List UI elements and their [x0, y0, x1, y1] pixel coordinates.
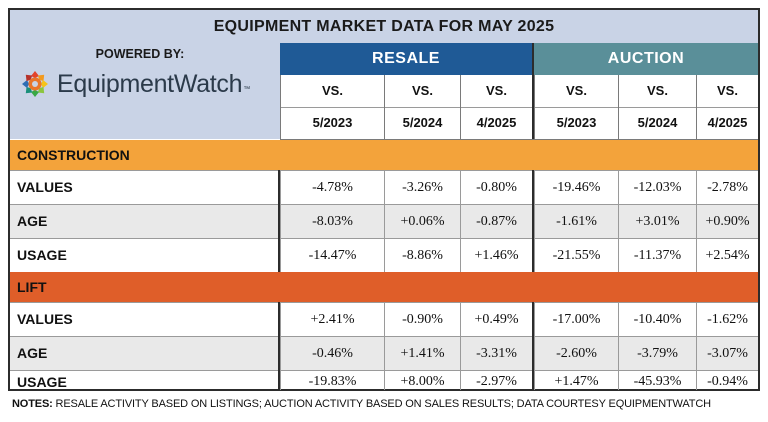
section-header-construction: CONSTRUCTION [10, 140, 758, 170]
row-label: AGE [17, 213, 48, 229]
column-date-label: 5/2024 [402, 115, 443, 130]
cell-value: +0.49% [460, 303, 532, 336]
group-divider [532, 302, 534, 389]
cell-value: -45.93% [618, 371, 696, 390]
cell-value: +2.54% [696, 239, 758, 272]
cell-value: -1.62% [696, 303, 758, 336]
market-data-table: EQUIPMENT MARKET DATA FOR MAY 2025 POWER… [8, 8, 760, 391]
cell-value: -0.90% [384, 303, 460, 336]
cell-value: +0.90% [696, 205, 758, 238]
cell-value: +1.47% [534, 371, 618, 390]
column-date-label: 5/2023 [556, 115, 597, 130]
header-divider [280, 139, 758, 140]
column-date-label: 4/2025 [476, 115, 517, 130]
group-divider [532, 170, 534, 272]
brand-panel: POWERED BY: EquipmentWatch ™ [10, 43, 280, 139]
section-header-lift: LIFT [10, 272, 758, 302]
equipmentwatch-logo: EquipmentWatch ™ [20, 69, 250, 99]
table-row: USAGE -14.47% -8.86% +1.46% -21.55% -11.… [10, 238, 758, 272]
cell-value: -11.37% [618, 239, 696, 272]
column-header-resale-4-2025: VS. 4/2025 [460, 75, 532, 139]
cell-value: -1.61% [534, 205, 618, 238]
cell-value: -3.79% [618, 337, 696, 370]
resale-group-header: RESALE [280, 43, 532, 75]
column-header-auction-5-2024: VS. 5/2024 [618, 75, 696, 139]
column-date-label: 5/2023 [312, 115, 353, 130]
column-vs-label: VS. [281, 75, 384, 108]
table-row: VALUES +2.41% -0.90% +0.49% -17.00% -10.… [10, 302, 758, 336]
cell-value: -10.40% [618, 303, 696, 336]
cell-value: -0.80% [460, 171, 532, 204]
table-row: USAGE -19.83% +8.00% -2.97% +1.47% -45.9… [10, 370, 758, 390]
row-label: USAGE [17, 374, 67, 390]
cell-value: -8.86% [384, 239, 460, 272]
cell-value: -8.03% [280, 205, 384, 238]
table-title: EQUIPMENT MARKET DATA FOR MAY 2025 [10, 10, 758, 43]
column-vs-label: VS. [385, 75, 460, 108]
table-row: VALUES -4.78% -3.26% -0.80% -19.46% -12.… [10, 170, 758, 204]
cell-value: -21.55% [534, 239, 618, 272]
cell-value: -19.83% [280, 371, 384, 390]
column-vs-label: VS. [535, 75, 618, 108]
group-divider [532, 43, 534, 139]
cell-value: +2.41% [280, 303, 384, 336]
cell-value: -17.00% [534, 303, 618, 336]
column-header-auction-4-2025: VS. 4/2025 [696, 75, 758, 139]
column-date-label: 4/2025 [707, 115, 748, 130]
cell-value: -14.47% [280, 239, 384, 272]
notes-text: RESALE ACTIVITY BASED ON LISTINGS; AUCTI… [52, 398, 712, 410]
auction-group-header: AUCTION [534, 43, 758, 75]
row-label: VALUES [17, 311, 73, 327]
label-divider [278, 170, 280, 272]
cell-value: -0.94% [696, 371, 758, 390]
table-row: AGE -8.03% +0.06% -0.87% -1.61% +3.01% +… [10, 204, 758, 238]
column-date-label: 5/2024 [637, 115, 678, 130]
cell-value: -19.46% [534, 171, 618, 204]
powered-by-label: POWERED BY: [95, 47, 185, 61]
cell-value: -3.07% [696, 337, 758, 370]
cell-value: -3.26% [384, 171, 460, 204]
cell-value: +0.06% [384, 205, 460, 238]
column-vs-label: VS. [619, 75, 696, 108]
gear-flower-logo-icon [22, 71, 48, 97]
logo-trademark: ™ [243, 86, 251, 93]
cell-value: +3.01% [618, 205, 696, 238]
logo-wordmark: EquipmentWatch [57, 69, 243, 98]
cell-value: +8.00% [384, 371, 460, 390]
cell-value: -12.03% [618, 171, 696, 204]
row-label: VALUES [17, 179, 73, 195]
notes-prefix: NOTES: [12, 398, 53, 410]
cell-value: -2.78% [696, 171, 758, 204]
label-divider [278, 302, 280, 389]
table-row: AGE -0.46% +1.41% -3.31% -2.60% -3.79% -… [10, 336, 758, 370]
cell-value: -4.78% [280, 171, 384, 204]
cell-value: -2.60% [534, 337, 618, 370]
row-label: AGE [17, 345, 48, 361]
cell-value: +1.41% [384, 337, 460, 370]
cell-value: -2.97% [460, 371, 532, 390]
column-header-auction-5-2023: VS. 5/2023 [534, 75, 618, 139]
column-vs-label: VS. [697, 75, 758, 108]
column-header-resale-5-2023: VS. 5/2023 [280, 75, 384, 139]
row-label: USAGE [17, 247, 67, 263]
cell-value: -3.31% [460, 337, 532, 370]
cell-value: +1.46% [460, 239, 532, 272]
column-vs-label: VS. [461, 75, 532, 108]
footnote: NOTES: RESALE ACTIVITY BASED ON LISTINGS… [12, 398, 711, 410]
cell-value: -0.87% [460, 205, 532, 238]
cell-value: -0.46% [280, 337, 384, 370]
column-header-resale-5-2024: VS. 5/2024 [384, 75, 460, 139]
